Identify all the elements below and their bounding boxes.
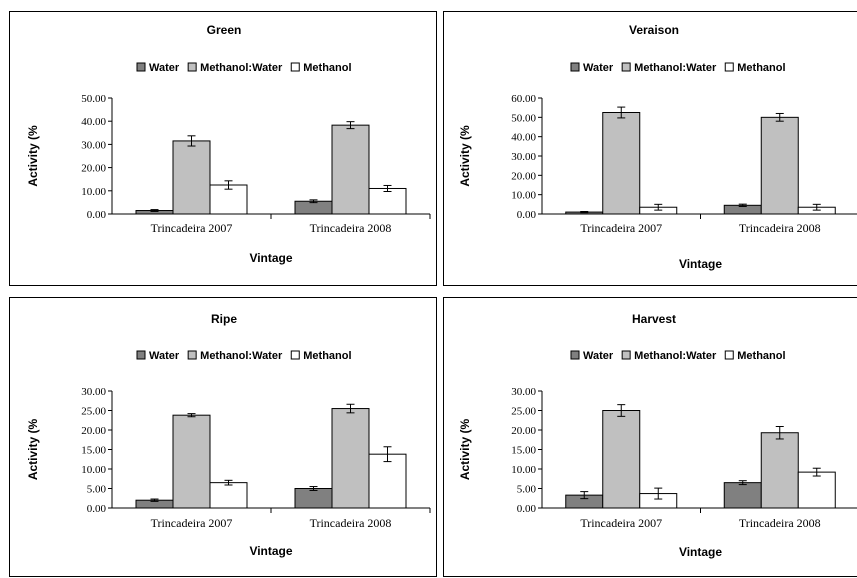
bar-methanol: [368, 453, 407, 509]
legend-swatch-methanol-water: [187, 62, 197, 72]
legend-label-methanol-water: Methanol:Water: [200, 350, 283, 362]
legend-label-methanol: Methanol: [737, 350, 785, 362]
legend-label-methanol: Methanol: [303, 62, 351, 74]
legend-label-water: Water: [583, 350, 614, 362]
chart-panel-harvest: Harvest Water Methanol:Water Methanol 0.00 5.…: [443, 297, 857, 577]
y-tick-label: 50.00: [511, 112, 536, 124]
legend-label-methanol: Methanol: [303, 350, 351, 362]
legend-swatch-methanol-water: [621, 350, 631, 360]
chart-harvest: Harvest Water Methanol:Water Methanol 0.00 5.…: [458, 312, 857, 559]
bar-methanol-water: [331, 408, 370, 509]
y-tick-label: 10.00: [81, 464, 106, 476]
bar-methanol: [797, 471, 836, 509]
y-tick-label: 20.00: [81, 425, 106, 437]
legend: Water Methanol:Water Methanol: [570, 350, 786, 362]
legend-label-water: Water: [583, 62, 614, 74]
legend-swatch-methanol: [290, 62, 300, 72]
legend-swatch-methanol: [724, 350, 734, 360]
y-axis-title: Activity (%: [458, 419, 472, 481]
chart-veraison: Veraison Water Methanol:Water Methanol 0.00 1…: [458, 23, 857, 271]
y-tick-label: 10.00: [511, 190, 536, 202]
y-tick-label: 5.00: [517, 484, 537, 496]
bar-water: [294, 488, 333, 509]
x-tick-label: Trincadeira 2007: [580, 221, 662, 235]
y-tick-label: 25.00: [511, 406, 536, 418]
legend-swatch-water: [570, 62, 580, 72]
y-tick-label: 10.00: [81, 186, 106, 198]
chart-panel-ripe: Ripe Water Methanol:Water Methanol 0.00 5.00 1…: [9, 297, 437, 577]
x-tick-label: Trincadeira 2008: [310, 516, 392, 530]
legend-label-water: Water: [149, 350, 180, 362]
legend-swatch-water: [136, 350, 146, 360]
legend-swatch-methanol: [724, 62, 734, 72]
chart-panel-green: Green Water Methanol:Water Methanol 0.00 10.0…: [9, 11, 437, 286]
chart-green: Green Water Methanol:Water Methanol 0.00 10.0…: [26, 23, 431, 265]
x-tick-label: Trincadeira 2007: [151, 516, 233, 530]
y-tick-label: 30.00: [81, 386, 106, 398]
bar-methanol-water: [602, 112, 641, 215]
chart-title: Harvest: [632, 312, 676, 326]
y-tick-label: 60.00: [511, 93, 536, 105]
legend-swatch-methanol: [290, 350, 300, 360]
chart-panel-veraison: Veraison Water Methanol:Water Methanol 0.00 1…: [443, 11, 857, 286]
x-tick-label: Trincadeira 2007: [151, 221, 233, 235]
legend-label-methanol: Methanol: [737, 62, 785, 74]
y-tick-label: 5.00: [87, 484, 107, 496]
y-axis-title: Activity (%: [26, 125, 40, 187]
x-tick-label: Trincadeira 2008: [739, 221, 821, 235]
x-tick-label: Trincadeira 2008: [739, 516, 821, 530]
legend-swatch-water: [136, 62, 146, 72]
y-tick-label: 40.00: [511, 132, 536, 144]
bar-methanol: [368, 187, 407, 215]
y-tick-label: 20.00: [81, 163, 106, 175]
y-axis-title: Activity (%: [458, 125, 472, 187]
y-axis-title: Activity (%: [26, 419, 40, 481]
bar-methanol-water: [760, 432, 799, 509]
y-tick-label: 10.00: [511, 464, 536, 476]
legend-swatch-methanol-water: [187, 350, 197, 360]
chart-ripe: Ripe Water Methanol:Water Methanol 0.00 5.00 1…: [26, 312, 431, 558]
y-tick-label: 20.00: [511, 170, 536, 182]
legend-label-methanol-water: Methanol:Water: [634, 350, 717, 362]
x-axis-title: Vintage: [249, 544, 292, 558]
x-tick-label: Trincadeira 2007: [580, 516, 662, 530]
bar-methanol-water: [760, 116, 799, 215]
legend-label-water: Water: [149, 62, 180, 74]
legend: Water Methanol:Water Methanol: [136, 350, 352, 362]
legend-swatch-methanol-water: [621, 62, 631, 72]
bar-methanol: [209, 482, 248, 509]
bar-methanol-water: [172, 140, 211, 215]
x-axis-title: Vintage: [679, 545, 722, 559]
y-tick-label: 15.00: [81, 445, 106, 457]
chart-title: Green: [207, 23, 242, 37]
y-tick-label: 15.00: [511, 445, 536, 457]
x-axis-title: Vintage: [679, 257, 722, 271]
y-tick-label: 0.00: [517, 503, 537, 515]
legend-label-methanol-water: Methanol:Water: [634, 62, 717, 74]
x-tick-label: Trincadeira 2008: [310, 221, 392, 235]
y-tick-label: 40.00: [81, 116, 106, 128]
y-tick-label: 30.00: [511, 151, 536, 163]
y-tick-label: 30.00: [511, 386, 536, 398]
chart-title: Veraison: [629, 23, 679, 37]
legend: Water Methanol:Water Methanol: [136, 62, 352, 74]
bar-methanol-water: [602, 410, 641, 509]
y-tick-label: 50.00: [81, 93, 106, 105]
legend: Water Methanol:Water Methanol: [570, 62, 786, 74]
y-tick-label: 0.00: [517, 209, 537, 221]
bar-water: [294, 200, 333, 215]
y-tick-label: 20.00: [511, 425, 536, 437]
legend-swatch-water: [570, 350, 580, 360]
bar-methanol-water: [331, 124, 370, 215]
x-axis-title: Vintage: [249, 251, 292, 265]
bar-water: [723, 482, 762, 509]
legend-label-methanol-water: Methanol:Water: [200, 62, 283, 74]
y-tick-label: 0.00: [87, 209, 107, 221]
bar-methanol-water: [172, 414, 211, 509]
y-tick-label: 25.00: [81, 406, 106, 418]
chart-title: Ripe: [211, 312, 237, 326]
y-tick-label: 30.00: [81, 139, 106, 151]
y-tick-label: 0.00: [87, 503, 107, 515]
